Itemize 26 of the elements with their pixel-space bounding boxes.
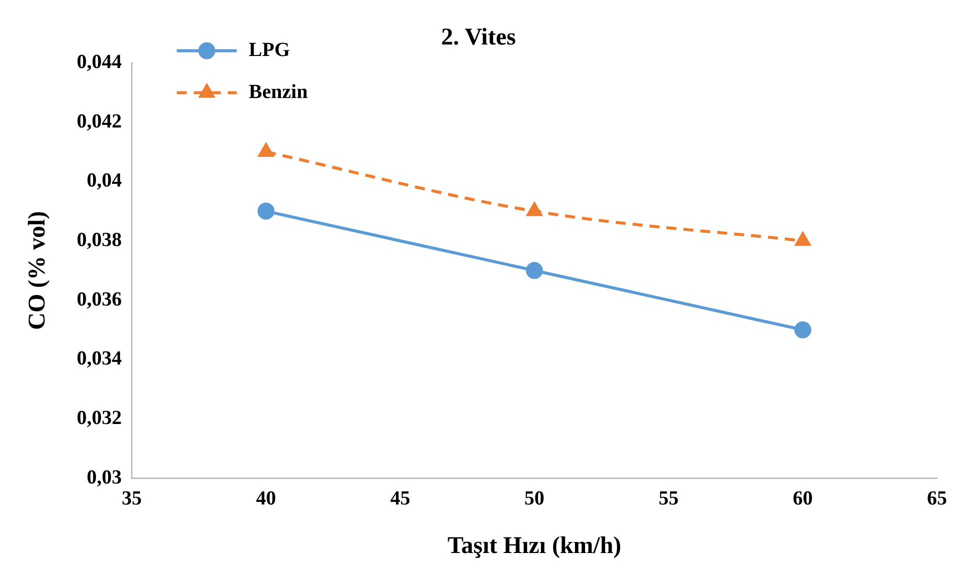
point bbox=[258, 143, 274, 157]
y-tick-label: 0,032 bbox=[76, 407, 122, 430]
point bbox=[526, 202, 542, 216]
legend-label: Benzin bbox=[248, 80, 308, 103]
point bbox=[526, 262, 543, 279]
y-tick-label: 0,036 bbox=[76, 288, 122, 310]
point bbox=[795, 232, 810, 246]
x-axis-title: Taşıt Hızı (km/h) bbox=[447, 532, 622, 559]
x-tick-label: 40 bbox=[256, 487, 276, 510]
y-tick-label: 0,04 bbox=[86, 170, 122, 192]
chart-title: 2. Vites bbox=[441, 24, 516, 51]
x-tick-label: 35 bbox=[122, 487, 142, 510]
y-tick-label: 0,03 bbox=[86, 466, 122, 488]
y-tick-label: 0,044 bbox=[76, 50, 122, 73]
y-tick-label: 0,042 bbox=[76, 110, 122, 132]
legend-label: LPG bbox=[248, 38, 290, 61]
y-tick-label: 0,038 bbox=[76, 229, 122, 251]
x-tick-label: 60 bbox=[792, 487, 813, 510]
y-axis-title: CO (% vol) bbox=[24, 211, 51, 330]
x-tick-label: 50 bbox=[524, 487, 544, 510]
x-tick-label: 45 bbox=[390, 487, 410, 510]
point bbox=[794, 321, 812, 338]
x-tick-label: 55 bbox=[658, 487, 679, 510]
x-tick-label: 65 bbox=[927, 487, 947, 510]
y-tick-label: 0,034 bbox=[76, 348, 122, 370]
point bbox=[258, 202, 274, 220]
